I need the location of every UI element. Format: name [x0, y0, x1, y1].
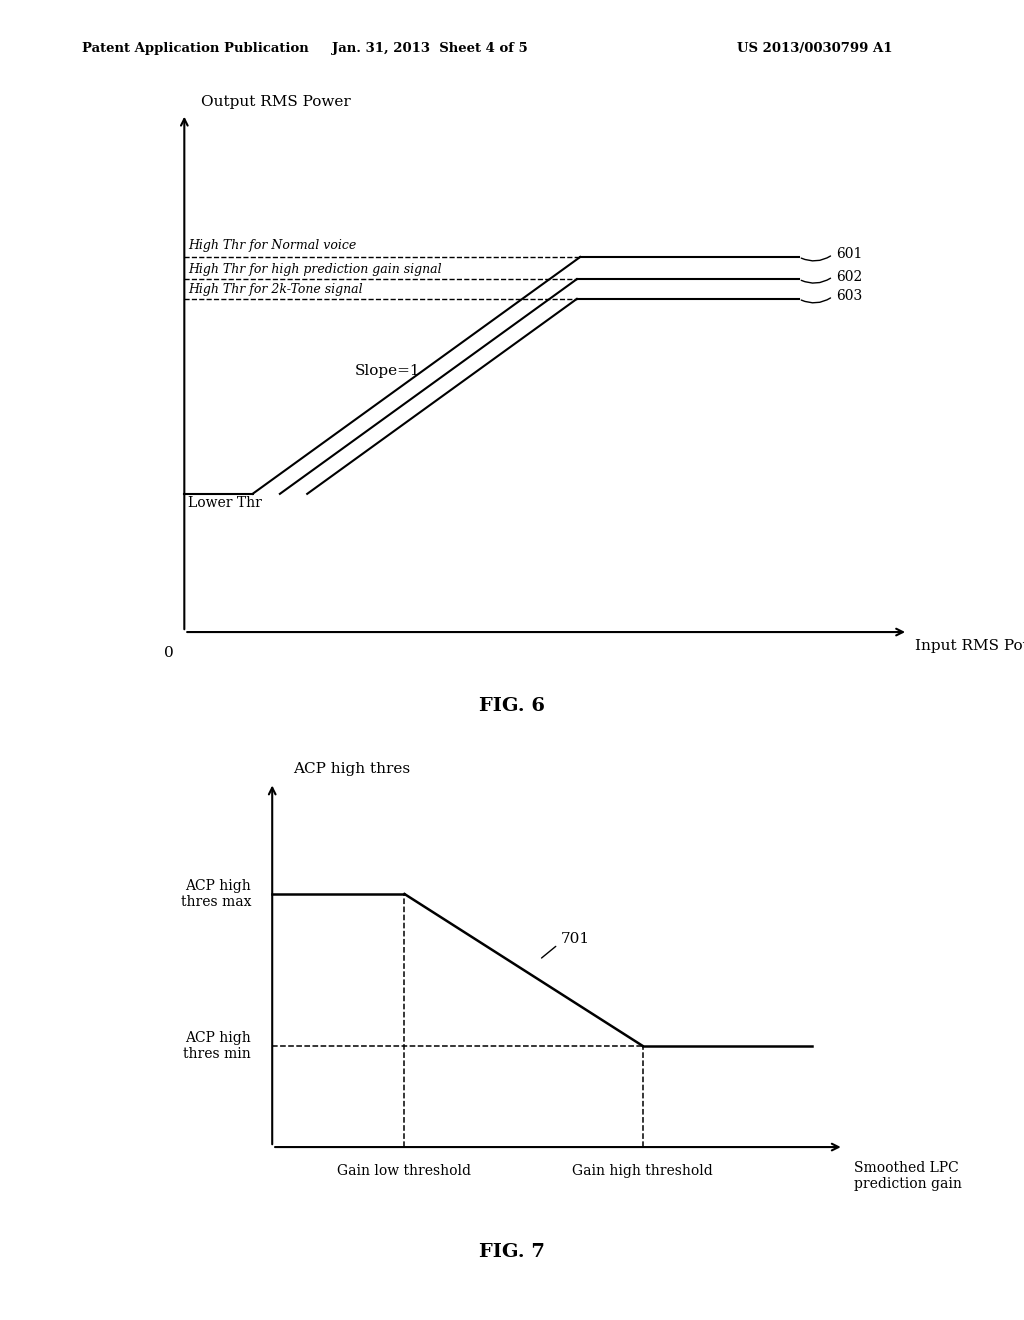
Text: Input RMS Power: Input RMS Power — [914, 639, 1024, 653]
Text: FIG. 7: FIG. 7 — [479, 1243, 545, 1262]
Text: Patent Application Publication: Patent Application Publication — [82, 42, 308, 55]
Text: 602: 602 — [837, 269, 862, 284]
Text: Gain low threshold: Gain low threshold — [338, 1164, 471, 1177]
Text: High Thr for Normal voice: High Thr for Normal voice — [187, 239, 356, 252]
Text: High Thr for 2k-Tone signal: High Thr for 2k-Tone signal — [187, 284, 362, 297]
Text: 601: 601 — [837, 247, 862, 261]
Text: Gain high threshold: Gain high threshold — [572, 1164, 713, 1177]
Text: Output RMS Power: Output RMS Power — [202, 95, 351, 108]
Text: Lower Thr: Lower Thr — [187, 496, 261, 511]
Text: ACP high
thres min: ACP high thres min — [183, 1031, 251, 1061]
Text: FIG. 6: FIG. 6 — [479, 697, 545, 715]
Text: ACP high
thres max: ACP high thres max — [180, 879, 251, 909]
Text: ACP high thres: ACP high thres — [293, 762, 411, 776]
Text: 0: 0 — [164, 645, 174, 660]
Text: 603: 603 — [837, 289, 862, 304]
Text: Slope=1: Slope=1 — [355, 364, 421, 379]
Text: Jan. 31, 2013  Sheet 4 of 5: Jan. 31, 2013 Sheet 4 of 5 — [332, 42, 528, 55]
Text: High Thr for high prediction gain signal: High Thr for high prediction gain signal — [187, 263, 441, 276]
Text: Smoothed LPC
prediction gain: Smoothed LPC prediction gain — [854, 1160, 963, 1191]
Text: 701: 701 — [560, 932, 590, 946]
Text: US 2013/0030799 A1: US 2013/0030799 A1 — [737, 42, 893, 55]
